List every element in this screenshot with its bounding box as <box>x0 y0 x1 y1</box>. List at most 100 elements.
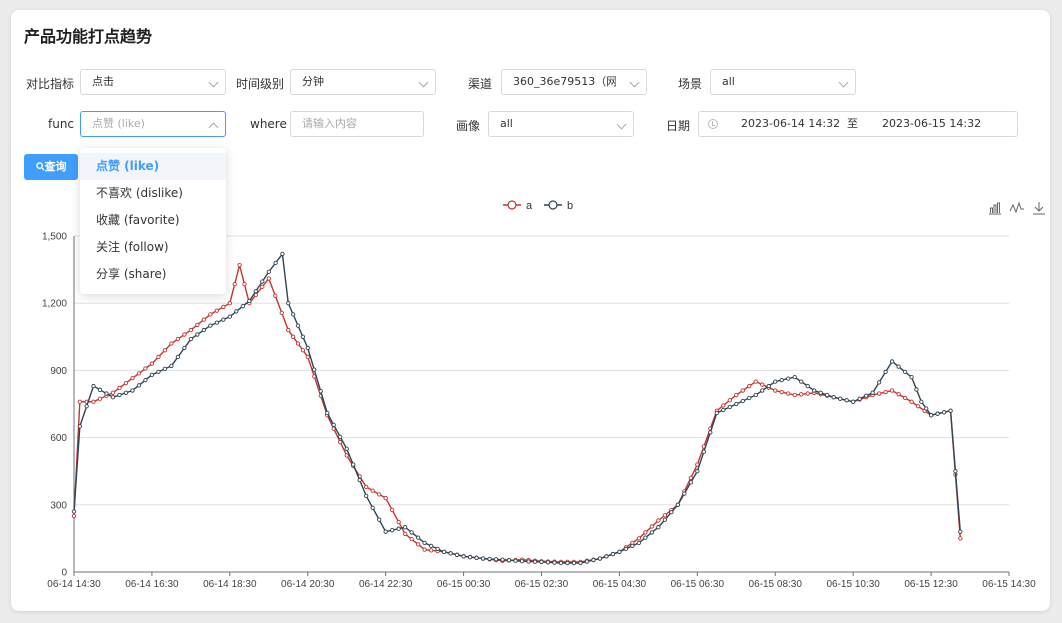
legend-marker-a[interactable] <box>507 200 517 210</box>
series-b-point[interactable] <box>188 336 194 342</box>
series-a-point[interactable] <box>290 334 296 339</box>
series-a-point[interactable] <box>649 524 655 529</box>
series-b-point[interactable] <box>838 396 843 401</box>
series-b-point[interactable] <box>84 404 89 409</box>
date-range-picker[interactable]: 2023-06-14 14:32 至 2023-06-15 14:32 <box>698 111 1018 137</box>
series-a-point[interactable] <box>266 276 271 281</box>
series-b-point[interactable] <box>77 424 82 429</box>
series-b-point[interactable] <box>539 559 544 565</box>
series-a-point[interactable] <box>286 327 291 333</box>
series-b-point[interactable] <box>454 552 460 557</box>
series-b-point[interactable] <box>636 540 642 546</box>
series-b-point[interactable] <box>844 398 849 403</box>
series-a-point[interactable] <box>396 519 401 525</box>
series-b-point[interactable] <box>123 390 129 395</box>
series-a-point[interactable] <box>156 354 161 360</box>
series-a-point[interactable] <box>656 518 661 523</box>
series-b-point[interactable] <box>773 379 778 384</box>
series-a-point[interactable] <box>760 382 765 387</box>
series-a-point[interactable] <box>208 312 213 317</box>
series-a-point[interactable] <box>110 390 116 395</box>
series-b-point[interactable] <box>669 510 674 515</box>
series-a-point[interactable] <box>242 282 247 287</box>
series-b-point[interactable] <box>643 535 648 540</box>
series-b-point[interactable] <box>924 406 929 411</box>
series-b-point[interactable] <box>201 327 207 333</box>
series-a-point[interactable] <box>896 392 901 397</box>
func-option[interactable]: 点赞 (like) <box>80 153 226 180</box>
series-b-point[interactable] <box>578 560 583 566</box>
series-b-point[interactable] <box>461 554 466 559</box>
series-b-point[interactable] <box>422 540 427 546</box>
series-b-point[interactable] <box>402 525 408 530</box>
series-a-point[interactable] <box>305 354 310 360</box>
series-a-point[interactable] <box>740 388 745 393</box>
series-b-point[interactable] <box>948 408 953 413</box>
series-b-point[interactable] <box>71 509 77 514</box>
series-a-point[interactable] <box>643 530 648 535</box>
metric-select[interactable]: 点击 <box>80 69 226 95</box>
portrait-select[interactable]: all <box>488 111 634 137</box>
series-b-point[interactable] <box>175 354 181 360</box>
series-a-point[interactable] <box>279 310 284 316</box>
series-b-point[interactable] <box>312 367 317 372</box>
series-b-point[interactable] <box>290 312 296 317</box>
series-b-point[interactable] <box>876 380 882 385</box>
series-b-point[interactable] <box>695 469 700 474</box>
series-b-point[interactable] <box>623 546 629 552</box>
series-a-point[interactable] <box>662 513 668 518</box>
series-b-point[interactable] <box>597 556 603 561</box>
series-b-point[interactable] <box>753 392 758 398</box>
series-a-point[interactable] <box>876 391 882 396</box>
series-a-point[interactable] <box>747 383 752 389</box>
series-b-point[interactable] <box>448 551 453 556</box>
series-b-point[interactable] <box>396 526 401 531</box>
series-b-point[interactable] <box>136 383 142 388</box>
series-b-point[interactable] <box>766 383 771 389</box>
series-a-point[interactable] <box>227 301 232 306</box>
channel-select[interactable]: 360_36e79513（网址导 <box>501 69 647 95</box>
series-b-point[interactable] <box>493 557 499 562</box>
series-b-point[interactable] <box>558 560 564 566</box>
series-a-point[interactable] <box>889 388 895 393</box>
series-b-point[interactable] <box>260 279 265 284</box>
series-b-point[interactable] <box>864 393 869 398</box>
series-b-point[interactable] <box>351 462 356 467</box>
series-b-point[interactable] <box>338 434 343 440</box>
series-b-point[interactable] <box>883 369 888 375</box>
series-a-point[interactable] <box>91 399 96 404</box>
series-b-point[interactable] <box>110 395 116 400</box>
series-b-point[interactable] <box>357 478 362 483</box>
series-b-point[interactable] <box>130 388 135 393</box>
series-a-point[interactable] <box>883 389 888 395</box>
series-b-point[interactable] <box>818 390 823 395</box>
series-b-point[interactable] <box>143 377 148 383</box>
series-b-point[interactable] <box>721 407 726 413</box>
series-b-point[interactable] <box>662 517 668 522</box>
series-b-point[interactable] <box>914 387 919 392</box>
series-b-point[interactable] <box>97 387 103 392</box>
series-b-point[interactable] <box>506 558 512 563</box>
series-b-point[interactable] <box>532 559 538 564</box>
series-b-point[interactable] <box>247 298 252 304</box>
series-b-point[interactable] <box>370 505 375 510</box>
series-b-point[interactable] <box>870 390 875 395</box>
series-b-point[interactable] <box>286 301 291 306</box>
series-a-point[interactable] <box>273 293 278 298</box>
series-b-point[interactable] <box>149 372 155 378</box>
series-b-point[interactable] <box>295 323 301 328</box>
series-a-point[interactable] <box>390 507 395 513</box>
series-b-point[interactable] <box>195 332 200 337</box>
series-b-point[interactable] <box>182 345 187 351</box>
func-option[interactable]: 分享 (share) <box>96 267 167 281</box>
series-b-point[interactable] <box>649 530 655 535</box>
date-start[interactable]: 2023-06-14 14:32 <box>741 117 841 130</box>
series-b-point[interactable] <box>734 401 739 407</box>
series-b-point[interactable] <box>779 377 784 383</box>
legend-label-a[interactable]: a <box>526 200 533 212</box>
series-b-point[interactable] <box>727 404 732 410</box>
series-b-point[interactable] <box>688 480 693 485</box>
series-b-point[interactable] <box>610 551 616 557</box>
series-b-point[interactable] <box>162 366 168 372</box>
series-b-point[interactable] <box>487 556 492 562</box>
